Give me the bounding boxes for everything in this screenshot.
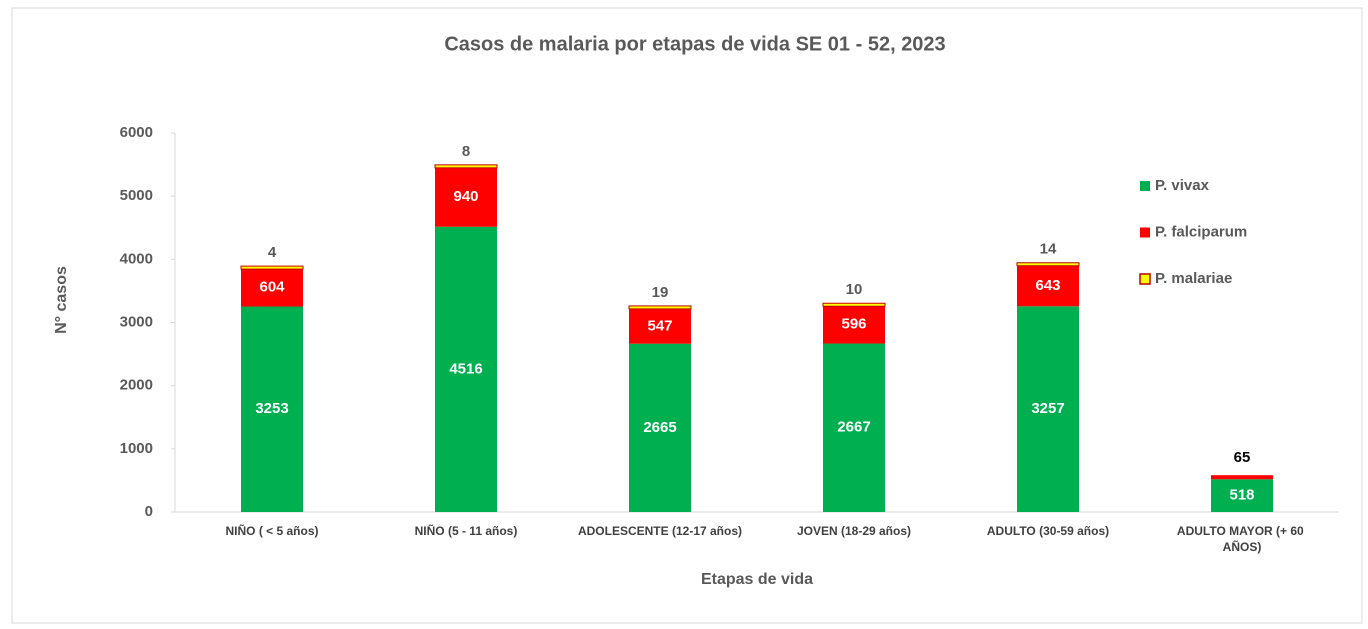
x-tick-label: NIÑO ( < 5 años) <box>225 523 318 538</box>
bar-segment <box>435 167 497 227</box>
y-tick-label: 6000 <box>120 124 153 141</box>
bar-segment <box>823 343 885 512</box>
legend-label: P. vivax <box>1155 177 1210 194</box>
x-tick-label: ADULTO MAYOR (+ 60 AÑOS) <box>1177 524 1307 554</box>
data-label: 10 <box>846 281 863 298</box>
bar-segment <box>1016 262 1080 267</box>
bar-segment <box>1017 306 1079 512</box>
bar-segment <box>435 226 497 513</box>
x-tick-label: NIÑO (5 - 11 años) <box>415 523 518 538</box>
y-tick-label: 4000 <box>120 250 153 267</box>
data-label: 604 <box>259 278 285 295</box>
legend-label: P. malariae <box>1155 270 1232 287</box>
x-tick-label: ADULTO (30-59 años) <box>987 524 1109 538</box>
data-label: 8 <box>462 143 470 160</box>
y-tick-label: 5000 <box>120 187 153 204</box>
x-tick-label: ADOLESCENTE (12-17 años) <box>578 524 742 538</box>
chart-title: Casos de malaria por etapas de vida SE 0… <box>444 33 945 55</box>
data-label: 4 <box>268 244 277 261</box>
legend-swatch <box>1139 273 1151 285</box>
y-tick-label: 1000 <box>120 440 153 457</box>
bar-segment <box>823 305 885 344</box>
data-label: 3257 <box>1031 400 1064 417</box>
y-tick-label: 0 <box>145 503 153 520</box>
bar-segment <box>1017 265 1079 307</box>
bar-segment <box>1211 475 1273 480</box>
bar-segment <box>434 164 498 169</box>
x-tick-label: JOVEN (18-29 años) <box>797 524 911 538</box>
bar-segment <box>629 343 691 512</box>
bar-segment <box>240 265 304 270</box>
data-label: 596 <box>841 316 866 333</box>
data-label: 65 <box>1234 449 1251 466</box>
data-label: 643 <box>1035 277 1060 294</box>
bar-segment <box>822 302 886 307</box>
data-label: 4516 <box>449 360 482 377</box>
legend-swatch <box>1140 181 1150 191</box>
y-tick-label: 3000 <box>120 313 153 330</box>
y-axis-label: N° casos <box>53 266 70 334</box>
legend-swatch <box>1140 227 1150 238</box>
bar-segment <box>241 306 303 512</box>
data-label: 14 <box>1040 241 1057 258</box>
data-label: 518 <box>1229 487 1254 504</box>
data-label: 547 <box>647 317 672 334</box>
bar-segment <box>629 309 691 344</box>
bar-segment <box>1211 479 1273 512</box>
data-label: 3253 <box>255 400 288 417</box>
legend-label: P. falciparum <box>1155 223 1247 240</box>
data-label: 940 <box>453 188 478 205</box>
data-label: 2665 <box>643 419 676 436</box>
bar-segment <box>628 305 692 310</box>
data-label: 2667 <box>837 419 870 436</box>
x-axis-label: Etapas de vida <box>701 571 813 588</box>
bar-segment <box>241 268 303 307</box>
data-label: 19 <box>652 284 669 301</box>
y-tick-label: 2000 <box>120 377 153 394</box>
